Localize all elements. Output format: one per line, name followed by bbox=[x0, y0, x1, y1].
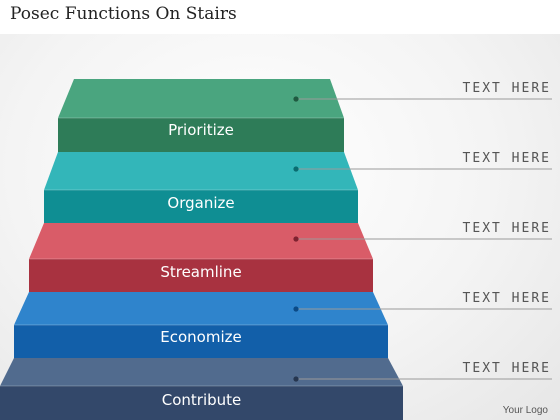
callout-text: TEXT HERE bbox=[463, 151, 551, 166]
step-label: Organize bbox=[167, 194, 234, 212]
callout-dot bbox=[293, 166, 299, 172]
step-5: Contribute bbox=[0, 358, 403, 420]
step-label: Prioritize bbox=[168, 121, 234, 139]
step-3: Streamline bbox=[29, 223, 373, 292]
callout-text: TEXT HERE bbox=[463, 291, 551, 306]
step-4: Economize bbox=[14, 292, 388, 358]
callout-dot bbox=[293, 306, 299, 312]
page-title: Posec Functions On Stairs bbox=[10, 4, 237, 24]
step-front-face bbox=[44, 190, 358, 223]
callout-3: TEXT HERE bbox=[293, 221, 552, 242]
step-top-face bbox=[14, 292, 388, 325]
callout-2: TEXT HERE bbox=[293, 151, 552, 172]
callout-1: TEXT HERE bbox=[293, 81, 552, 102]
step-label: Streamline bbox=[160, 263, 241, 281]
callout-dot bbox=[293, 236, 299, 242]
callout-dot bbox=[293, 376, 299, 382]
step-front-face bbox=[29, 259, 373, 292]
step-1: Prioritize bbox=[58, 79, 344, 152]
callout-text: TEXT HERE bbox=[463, 221, 551, 236]
step-front-face bbox=[58, 118, 344, 152]
callout-dot bbox=[293, 96, 299, 102]
step-label: Economize bbox=[160, 328, 241, 346]
step-top-face bbox=[58, 79, 344, 118]
callout-text: TEXT HERE bbox=[463, 81, 551, 96]
callout-4: TEXT HERE bbox=[293, 291, 552, 312]
step-top-face bbox=[44, 152, 358, 190]
step-label: Contribute bbox=[162, 391, 242, 409]
callout-text: TEXT HERE bbox=[463, 361, 551, 376]
step-front-face bbox=[0, 386, 403, 420]
callout-5: TEXT HERE bbox=[293, 361, 552, 382]
step-front-face bbox=[14, 325, 388, 358]
logo-text: Your Logo bbox=[502, 405, 548, 416]
step-top-face bbox=[0, 358, 403, 386]
step-top-face bbox=[29, 223, 373, 259]
step-2: Organize bbox=[44, 152, 358, 223]
